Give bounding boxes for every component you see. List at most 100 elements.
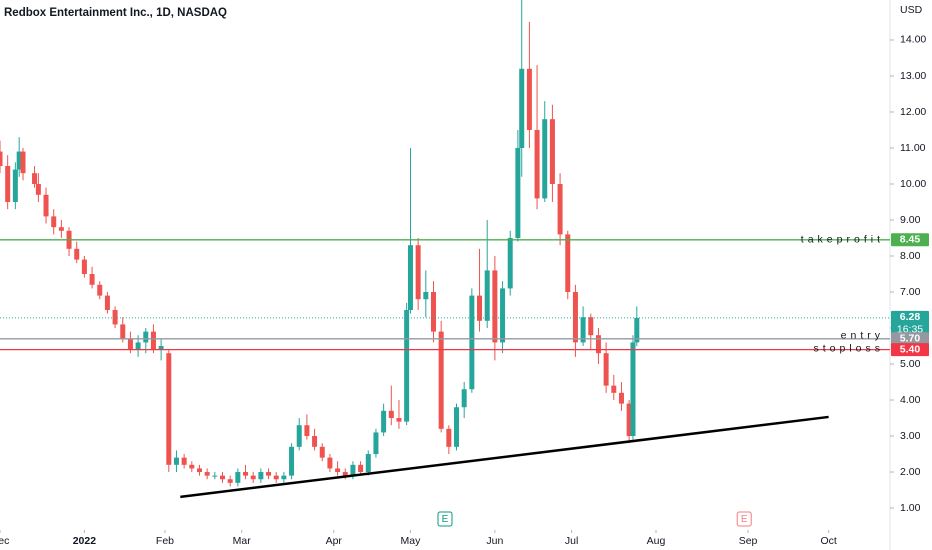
candle-body <box>258 472 264 480</box>
candle-body <box>135 342 141 350</box>
candle-body <box>296 425 302 447</box>
candle-body <box>58 227 64 231</box>
candle-body <box>477 295 483 321</box>
candle-body <box>634 317 640 343</box>
candle-body <box>461 389 467 408</box>
candle-body <box>626 403 632 437</box>
level-price-box <box>891 332 929 346</box>
y-tick-label: 14.00 <box>900 34 926 46</box>
candle-body <box>404 310 410 422</box>
level-price-box <box>891 343 929 357</box>
candle-body <box>181 457 187 465</box>
candle-body <box>630 342 636 437</box>
candle-body <box>618 392 624 404</box>
candle-body <box>51 216 57 228</box>
candle-body <box>534 129 540 199</box>
level-name: stoploss <box>813 342 884 354</box>
candle-body <box>396 418 402 422</box>
candle-body <box>526 68 532 130</box>
candle-body <box>81 259 87 275</box>
candle-body <box>227 479 233 483</box>
level-price-label: 5.40 <box>900 343 921 355</box>
candle-body <box>120 324 126 339</box>
candle-body <box>273 475 279 480</box>
x-tick-label: Mar <box>233 535 252 547</box>
currency-label: USD <box>900 4 923 16</box>
candle-body <box>12 169 18 202</box>
y-tick-label: 4.00 <box>900 394 921 406</box>
x-tick-label: Sep <box>739 535 758 547</box>
y-tick-label: 7.00 <box>900 286 921 298</box>
chart-title: Redbox Entertainment Inc., 1D, NASDAQ <box>4 7 227 19</box>
candle-body <box>127 338 133 350</box>
candle-body <box>304 425 310 437</box>
candle-body <box>327 457 333 469</box>
candle-body <box>97 284 103 296</box>
candle-body <box>235 472 241 483</box>
candle-body <box>484 270 490 321</box>
candle-body <box>519 68 525 148</box>
candle-body <box>423 292 429 300</box>
candle-body <box>492 270 498 343</box>
candle-body <box>281 475 287 480</box>
x-tick-label: 2022 <box>73 535 97 547</box>
y-tick-label: 5.00 <box>900 358 921 370</box>
plot-area <box>0 0 640 487</box>
candle-body <box>388 410 394 419</box>
candle-body <box>446 428 452 447</box>
candle-body <box>365 454 371 473</box>
y-tick-label: 1.00 <box>900 502 921 514</box>
candle-body <box>588 317 594 336</box>
y-tick-label: 3.00 <box>900 430 921 442</box>
candle-body <box>415 245 421 300</box>
candle-body <box>542 119 548 199</box>
candle-body <box>32 173 38 184</box>
y-tick-label: 13.00 <box>900 70 926 82</box>
candle-body <box>430 292 436 332</box>
candle-body <box>557 183 563 235</box>
x-tick-label: Oct <box>820 535 836 547</box>
candle-body <box>173 457 179 465</box>
candle-body <box>289 446 295 476</box>
candle-body <box>196 468 202 473</box>
x-tick-label: May <box>401 535 422 547</box>
candle-body <box>572 292 578 343</box>
candle-body <box>74 248 80 260</box>
candle-body <box>220 475 225 480</box>
candle-body <box>603 353 609 386</box>
level-price-label: 8.45 <box>900 234 921 246</box>
candle-body <box>35 183 41 195</box>
candle-body <box>358 464 364 473</box>
candle-body <box>373 432 379 455</box>
candle-body <box>469 295 475 390</box>
candle-body <box>143 331 149 343</box>
candle-body <box>507 237 513 289</box>
candle-body <box>266 472 272 476</box>
candle-body <box>438 331 444 429</box>
y-tick-label: 12.00 <box>900 106 926 118</box>
candle-body <box>243 472 249 476</box>
x-tick-label: Aug <box>647 535 666 547</box>
candle-body <box>0 151 3 166</box>
candle-body <box>20 151 26 174</box>
candle-body <box>250 475 256 480</box>
candle-body <box>204 472 210 476</box>
level-price-label: 5.70 <box>900 333 921 345</box>
candle-body <box>104 295 110 311</box>
candle-body <box>150 331 156 350</box>
y-tick-label: 10.00 <box>900 178 926 190</box>
candle-body <box>16 151 22 170</box>
event-badge <box>736 511 752 527</box>
level-name: takeprofit <box>801 234 884 246</box>
candle-body <box>312 436 318 447</box>
candle-body <box>89 274 95 285</box>
candle-body <box>454 407 460 447</box>
level-price-box <box>891 310 929 337</box>
y-tick-label: 8.00 <box>900 250 921 262</box>
candle-body <box>166 353 172 465</box>
x-tick-label: Feb <box>156 535 174 547</box>
candle-body <box>189 464 195 469</box>
candle-body <box>342 472 348 476</box>
x-tick-label: Apr <box>326 535 343 547</box>
